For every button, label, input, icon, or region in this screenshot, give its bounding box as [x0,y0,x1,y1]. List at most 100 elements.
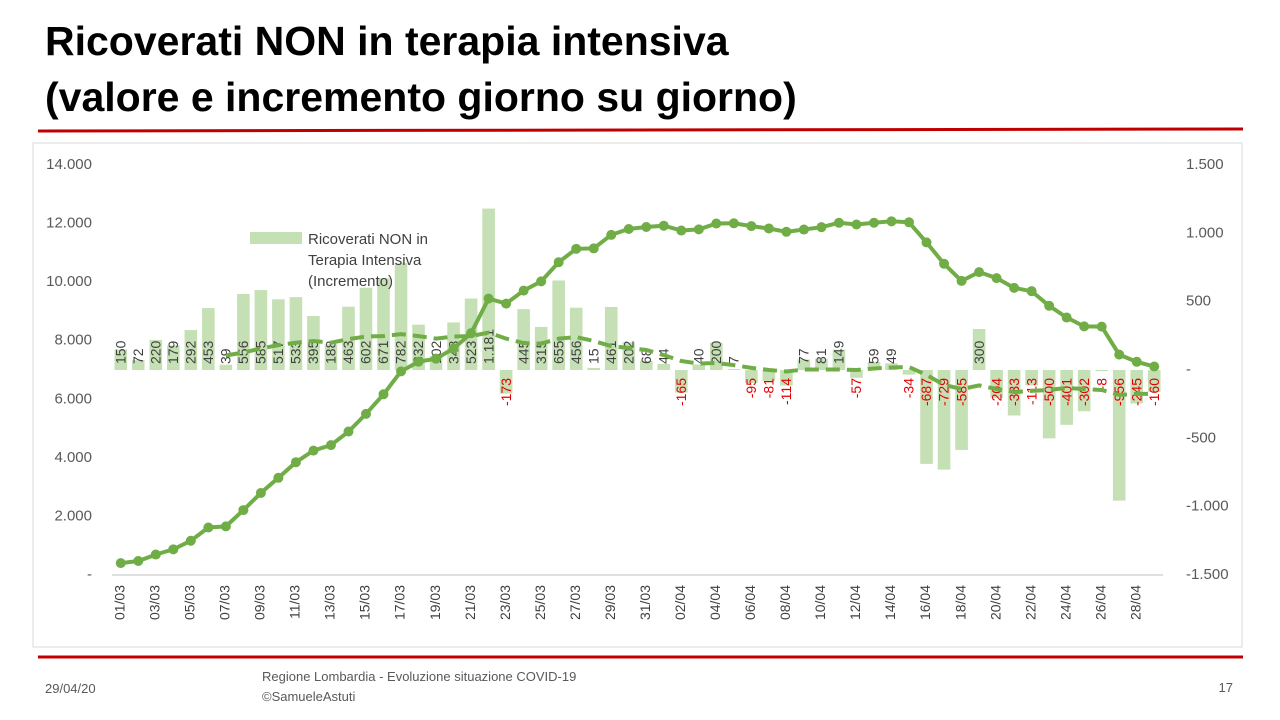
x-tick-label: 28/04 [1127,585,1143,620]
bar [149,339,163,370]
point [290,457,301,468]
bar [552,280,565,370]
x-tick-label: 18/04 [952,585,968,620]
x-tick-label: 16/04 [917,585,933,620]
point [711,218,722,229]
data-label: 188 [323,340,339,364]
data-label: -8 [1093,378,1109,391]
bar [1112,370,1126,501]
point [133,556,144,567]
y-tick-label: 8.000 [54,332,92,349]
legend: Ricoverati NON in Terapia Intensiva (Inc… [250,229,458,292]
point [763,223,774,234]
point [746,221,757,232]
data-label: -81 [761,378,777,398]
x-tick-label: 21/03 [462,585,478,620]
x-tick-label: 13/03 [322,585,338,620]
point [360,408,371,419]
data-label: 533 [288,340,304,364]
bar [342,306,355,370]
bar [569,307,583,370]
point [1096,321,1107,332]
x-tick-label: 10/04 [812,585,828,620]
point [483,293,494,304]
x-tick-label: 14/04 [882,585,898,620]
point [1079,321,1090,332]
x-tick-label: 04/04 [707,585,723,620]
point [1149,361,1160,372]
data-label: -956 [1111,378,1127,406]
data-label: 202 [620,340,636,364]
point [991,273,1002,284]
point [378,389,389,400]
data-label: 200 [708,340,724,364]
point [431,353,442,364]
bar [131,360,145,370]
bar [727,369,741,370]
bar [272,299,285,370]
data-label: 1.181 [480,329,496,364]
point [413,356,424,367]
x-tick-label: 22/04 [1022,585,1038,620]
point [185,535,196,546]
data-label: -500 [1041,378,1057,406]
data-label: 445 [515,340,531,364]
x-tick-label: 07/03 [217,585,233,620]
data-label: 395 [305,340,321,364]
y2-tick-label: - [1186,361,1191,378]
point [1131,356,1142,367]
data-label: 15 [585,348,601,364]
data-label: 7 [726,356,742,364]
data-label: -165 [673,378,689,406]
x-tick-label: 27/03 [567,585,583,620]
bar [394,263,408,370]
bar [359,287,373,370]
point [553,257,564,268]
y2-tick-label: 1.000 [1186,224,1224,241]
data-label: 77 [796,348,812,364]
bar [1095,370,1108,372]
data-label: 300 [971,340,987,364]
point [658,220,669,231]
chart-frame [32,142,1243,648]
bar [377,278,390,370]
y-tick-label: 14.000 [46,156,92,173]
point [220,521,231,532]
data-label: 585 [253,340,269,364]
point [728,218,739,229]
x-tick-label: 15/03 [357,585,373,620]
data-label: 332 [410,340,426,364]
point [623,223,634,234]
point [325,440,336,451]
bar [482,208,495,370]
data-label: -95 [743,378,759,398]
bar [780,370,793,386]
bar [1060,370,1073,425]
bar [762,370,776,382]
bar [202,308,215,370]
point [396,366,407,377]
data-label: -160 [1146,378,1162,406]
point [606,229,617,240]
point [536,276,547,287]
bar [499,370,513,394]
data-label: 220 [147,340,163,364]
bar [1147,370,1161,392]
bar [1025,370,1038,386]
bar [867,361,881,370]
bar [902,370,916,375]
x-tick-label: 19/03 [427,585,443,620]
x-tick-label: 06/04 [742,585,758,620]
bar [587,367,601,370]
point [448,343,459,354]
y2-tick-label: 1.500 [1186,156,1224,173]
point [693,224,704,235]
point [1009,282,1020,293]
bar [972,329,986,370]
point [781,226,792,237]
point [1061,312,1072,323]
x-tick-label: 02/04 [672,585,688,620]
divider [37,127,1244,133]
data-label: 671 [375,340,391,364]
y2-tick-label: -1.500 [1186,566,1229,583]
